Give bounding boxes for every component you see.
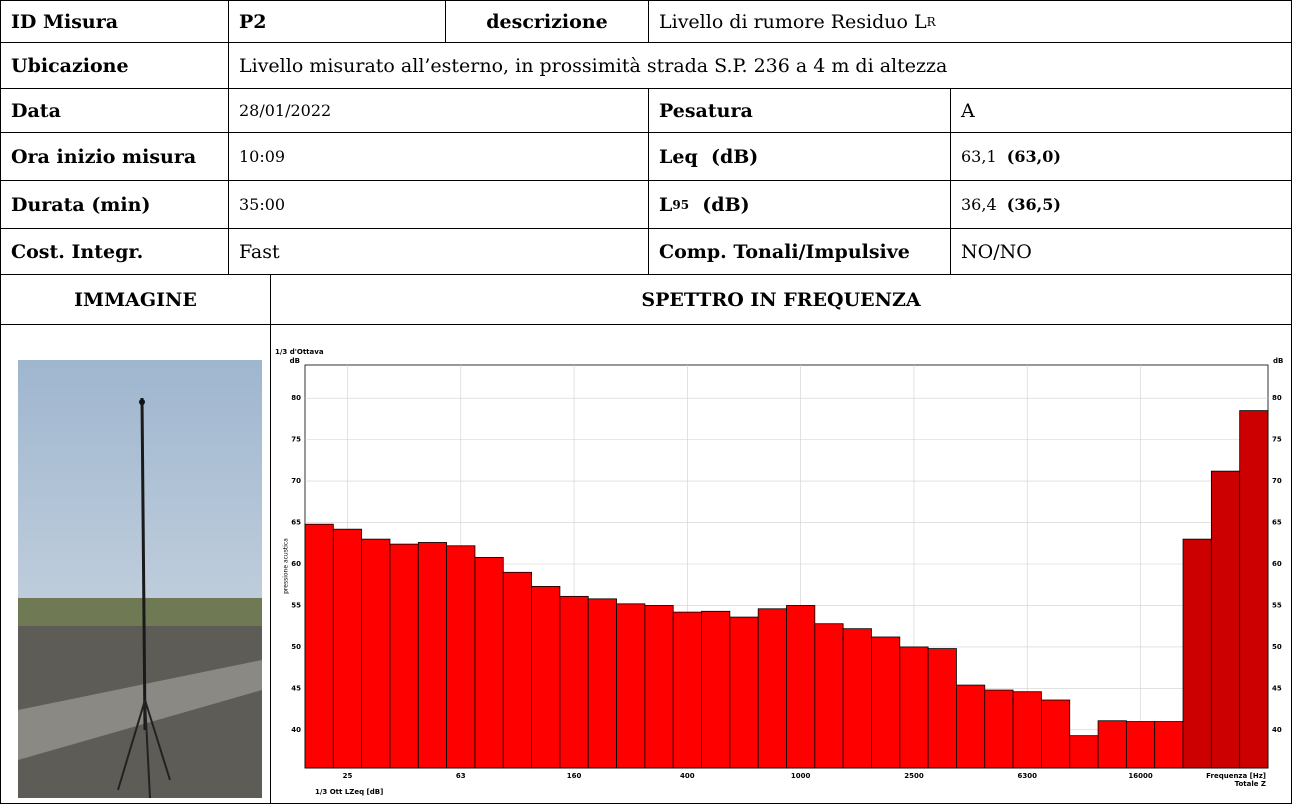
bar [787, 605, 815, 768]
bar [843, 629, 871, 768]
chart-title: 1/3 d'Ottava [275, 348, 324, 356]
bar [702, 611, 730, 768]
bar [1013, 692, 1041, 768]
bar [1183, 539, 1211, 768]
y-axis-label: pressione acustica [283, 538, 290, 594]
y2-tick-label: 60 [1272, 560, 1282, 568]
x-tick-label: 400 [680, 772, 695, 780]
y-tick-label: 70 [291, 477, 301, 485]
y2-unit: dB [1273, 357, 1283, 365]
bar [1041, 700, 1069, 768]
y-tick-label: 80 [291, 394, 301, 402]
bar [985, 690, 1013, 768]
y2-tick-label: 80 [1272, 394, 1282, 402]
chart: 1/3 d'Ottava dB dB pressione acustica Fr… [0, 0, 1292, 798]
bar [617, 604, 645, 768]
bar [560, 596, 588, 768]
y2-tick-label: 40 [1272, 726, 1282, 734]
y2-tick-label: 70 [1272, 477, 1282, 485]
bar [418, 542, 446, 768]
bar [730, 617, 758, 768]
y-tick-label: 40 [291, 726, 301, 734]
y2-tick-label: 75 [1272, 436, 1282, 444]
bar [503, 572, 531, 768]
bar [673, 612, 701, 768]
x-tick-label: 2500 [904, 772, 924, 780]
total-label: Totale Z [1235, 780, 1266, 788]
y-unit: dB [290, 357, 300, 365]
y-tick-label: 45 [291, 684, 301, 692]
bar [1211, 471, 1239, 768]
x-tick-label: 16000 [1128, 772, 1152, 780]
bar [815, 624, 843, 768]
bar [1098, 721, 1126, 768]
x-tick-label: 1000 [791, 772, 811, 780]
footer: 1/3 Ott LZeq [dB] [315, 788, 383, 796]
bar [1240, 411, 1268, 768]
y-tick-label: 50 [291, 643, 301, 651]
bar [390, 544, 418, 768]
bar [928, 649, 956, 768]
bar [1155, 722, 1183, 768]
page: ID Misura P2 descrizione Livello di rumo… [0, 0, 1292, 798]
bar [645, 605, 673, 768]
bar [871, 637, 899, 768]
bar [305, 524, 333, 768]
bar [475, 557, 503, 768]
y2-tick-label: 50 [1272, 643, 1282, 651]
y2-tick-label: 55 [1272, 601, 1282, 609]
y2-tick-label: 65 [1272, 519, 1282, 527]
photo [18, 360, 262, 798]
bar [447, 546, 475, 768]
bar [362, 539, 390, 768]
bar [333, 529, 361, 768]
bar [532, 586, 560, 768]
x-tick-label: 6300 [1018, 772, 1038, 780]
bar [1070, 736, 1098, 768]
bar [1126, 722, 1154, 768]
bar [900, 647, 928, 768]
y-tick-label: 65 [291, 519, 301, 527]
bar [588, 599, 616, 768]
bar [758, 609, 786, 768]
x-axis-label: Frequenza [Hz] [1206, 772, 1266, 780]
x-tick-label: 63 [456, 772, 466, 780]
y-tick-label: 55 [291, 601, 301, 609]
y-tick-label: 75 [291, 436, 301, 444]
x-tick-label: 25 [343, 772, 353, 780]
x-tick-label: 160 [567, 772, 582, 780]
y2-tick-label: 45 [1272, 684, 1282, 692]
bar [956, 685, 984, 768]
y-tick-label: 60 [291, 560, 301, 568]
